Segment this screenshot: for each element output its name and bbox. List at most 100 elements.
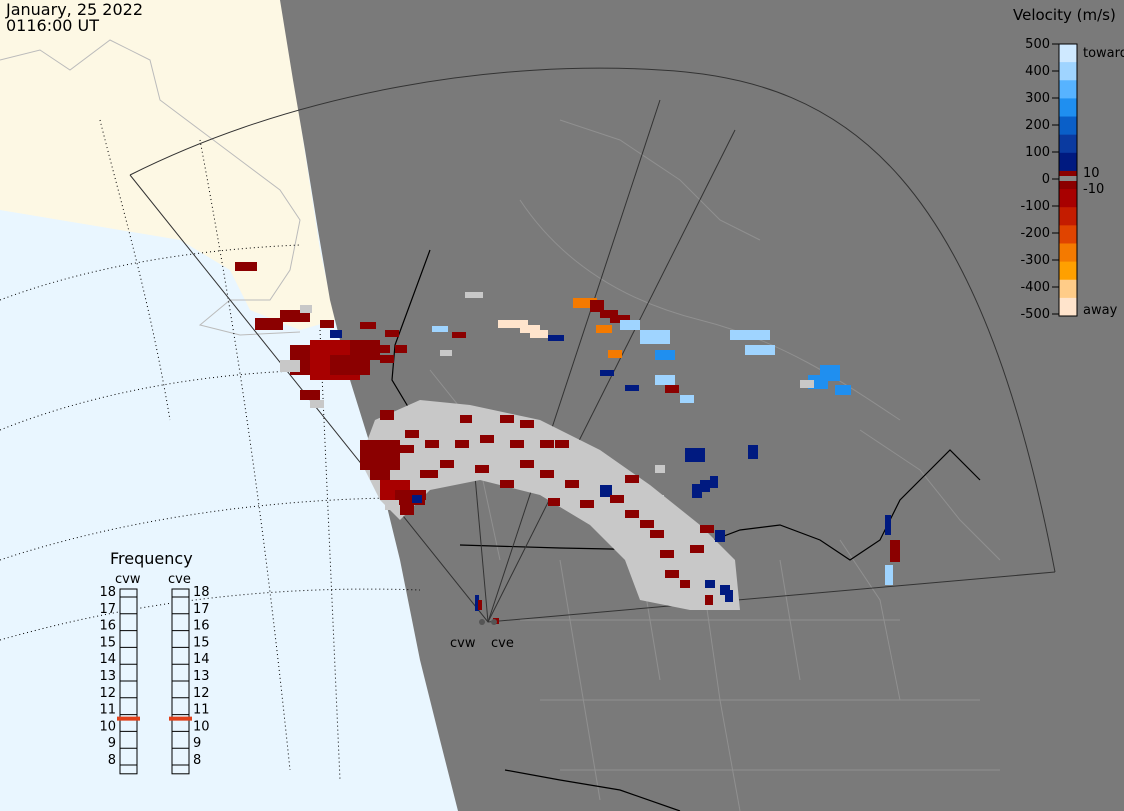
velocity-cell bbox=[510, 440, 524, 448]
radar-cvw-label: cvw bbox=[450, 636, 476, 651]
velocity-cell bbox=[548, 498, 560, 506]
freq-scale-label: 18 bbox=[193, 585, 210, 600]
velocity-cell bbox=[680, 395, 694, 403]
velocity-cell bbox=[555, 440, 569, 448]
freq-scale-label: 10 bbox=[99, 719, 116, 734]
velocity-cell bbox=[520, 460, 534, 468]
freq-scale-label: 15 bbox=[99, 635, 116, 650]
velocity-cell bbox=[710, 476, 718, 488]
legend-tick-label: 400 bbox=[1025, 64, 1050, 79]
freq-scale-label: 17 bbox=[99, 602, 116, 617]
velocity-cell bbox=[705, 580, 715, 588]
velocity-cell bbox=[800, 380, 814, 388]
legend-swatch bbox=[1059, 207, 1077, 226]
province-lines bbox=[429, 119, 1001, 811]
legend-toward-label: toward bbox=[1083, 46, 1124, 61]
velocity-cell bbox=[385, 500, 399, 510]
velocity-cell bbox=[835, 385, 851, 395]
legend-small-pos: 10 bbox=[1083, 166, 1100, 181]
velocity-cell bbox=[380, 355, 394, 363]
velocity-cell bbox=[608, 350, 622, 358]
velocity-cells bbox=[235, 262, 900, 624]
velocity-cell bbox=[300, 390, 320, 400]
legend-away-label: away bbox=[1083, 303, 1118, 318]
velocity-cell bbox=[665, 385, 679, 393]
date-label: January, 25 2022 bbox=[6, 0, 143, 19]
legend-swatch bbox=[1059, 116, 1077, 136]
velocity-cell bbox=[573, 298, 597, 308]
legend-swatch bbox=[1059, 261, 1077, 281]
legend-small-neg: -10 bbox=[1083, 182, 1104, 197]
velocity-cell bbox=[565, 480, 579, 488]
legend-title: Velocity (m/s) bbox=[1013, 6, 1116, 24]
velocity-cell bbox=[412, 495, 422, 503]
freq-scale-label: 12 bbox=[99, 686, 116, 701]
freq-scale-label: 8 bbox=[193, 753, 201, 768]
velocity-cell bbox=[600, 485, 612, 497]
legend-tick-label: 0 bbox=[1042, 172, 1050, 187]
velocity-cell bbox=[885, 565, 893, 585]
legend-tick-label: 500 bbox=[1025, 37, 1050, 52]
velocity-cell bbox=[420, 470, 438, 478]
velocity-cell bbox=[400, 445, 414, 453]
freq-scale-label: 17 bbox=[193, 602, 210, 617]
velocity-cell bbox=[432, 326, 448, 332]
night-region bbox=[280, 0, 1124, 811]
velocity-cell bbox=[665, 570, 679, 578]
legend-swatch bbox=[1059, 152, 1077, 172]
velocity-cell bbox=[640, 330, 670, 344]
legend-swatch bbox=[1059, 98, 1077, 118]
freq-scale-label: 11 bbox=[193, 703, 210, 718]
velocity-cell bbox=[452, 332, 466, 338]
velocity-cell bbox=[455, 440, 469, 448]
velocity-cell bbox=[460, 415, 472, 423]
freq-scale-label: 12 bbox=[193, 686, 210, 701]
freq-scale-label: 8 bbox=[108, 753, 116, 768]
velocity-cell bbox=[650, 495, 664, 503]
legend-swatch bbox=[1059, 134, 1077, 154]
velocity-cell bbox=[640, 520, 654, 528]
time-label: 0116:00 UT bbox=[6, 16, 100, 35]
velocity-cell bbox=[540, 440, 554, 448]
velocity-cell bbox=[625, 385, 639, 391]
velocity-cell bbox=[655, 465, 665, 473]
legend-swatch bbox=[1059, 243, 1077, 263]
legend-tick-label: 200 bbox=[1025, 118, 1050, 133]
legend-color-bar bbox=[1059, 44, 1077, 317]
legend-zero-band bbox=[1059, 176, 1077, 181]
velocity-cell bbox=[620, 320, 640, 330]
freq-indicator-cvw bbox=[117, 716, 140, 721]
velocity-cell bbox=[745, 345, 775, 355]
legend-swatch bbox=[1059, 44, 1077, 63]
freq-radar-cve: cve bbox=[168, 572, 191, 587]
legend-swatch bbox=[1059, 62, 1077, 81]
velocity-cell bbox=[280, 360, 300, 372]
ground-scatter-band bbox=[360, 400, 740, 610]
velocity-cell bbox=[235, 262, 257, 271]
velocity-cell bbox=[590, 300, 604, 312]
velocity-cell bbox=[255, 318, 283, 330]
radar-cve-marker bbox=[491, 619, 497, 625]
velocity-cell bbox=[380, 410, 394, 420]
sunlit-land bbox=[0, 0, 335, 330]
velocity-cell bbox=[655, 375, 675, 385]
velocity-cell bbox=[440, 350, 452, 356]
alaska-coast bbox=[0, 39, 301, 336]
velocity-cell bbox=[625, 475, 639, 483]
legend-tick-label: 300 bbox=[1025, 91, 1050, 106]
velocity-cell bbox=[705, 595, 713, 605]
freq-scale-label: 10 bbox=[193, 719, 210, 734]
frequency-panel: Frequency cvw cve 1817161514131211109818… bbox=[99, 549, 210, 775]
freq-radar-cvw: cvw bbox=[115, 572, 141, 587]
velocity-cell bbox=[425, 440, 439, 448]
freq-scale-label: 16 bbox=[193, 619, 210, 634]
legend-ticks: 500 400 300 200 100 0 -100 -200 -300 -400 -500 bbox=[1020, 37, 1059, 322]
velocity-cell bbox=[370, 345, 390, 353]
freq-scale-label: 11 bbox=[99, 703, 116, 718]
freq-indicator-cve bbox=[169, 716, 192, 721]
velocity-cell bbox=[300, 305, 312, 313]
velocity-cell bbox=[465, 292, 483, 298]
legend-swatch bbox=[1059, 189, 1077, 208]
velocity-cell bbox=[330, 330, 342, 338]
